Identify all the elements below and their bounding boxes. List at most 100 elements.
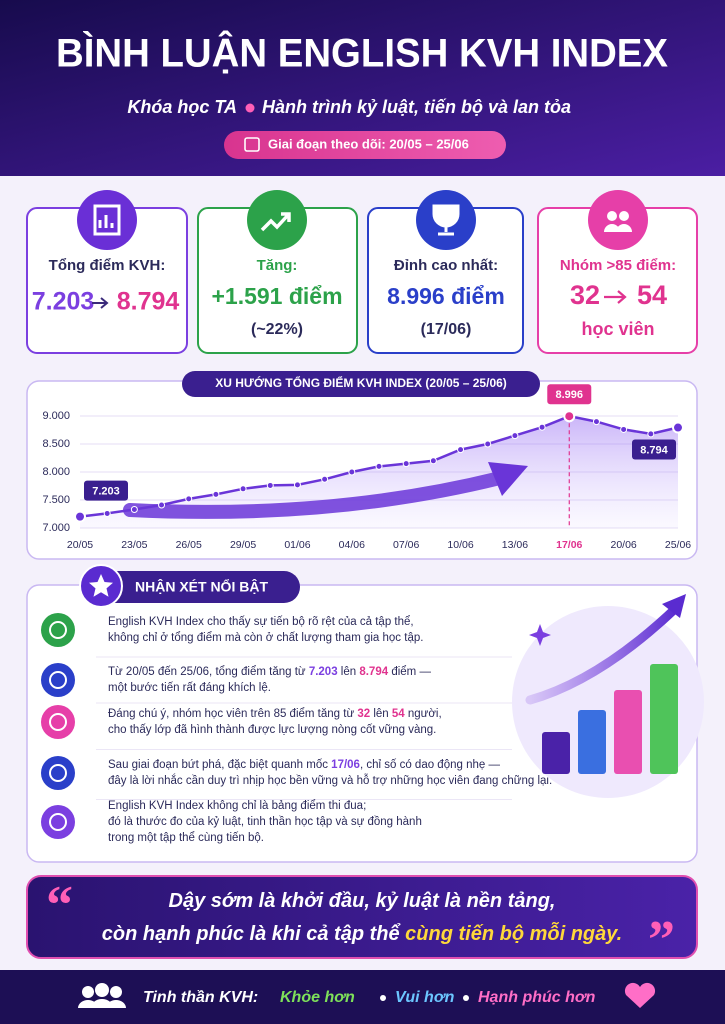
point [457, 446, 465, 454]
stat-note: học viên [581, 319, 654, 339]
highlight-text: Sau giai đoạn bứt phá, đặc biệt quanh mố… [108, 759, 500, 771]
footer-icon [82, 986, 94, 998]
chart-title: XU HƯỚNG TỔNG ĐIỂM KVH INDEX (20/05 – 25… [215, 375, 507, 390]
point [620, 425, 628, 433]
stat-to: 8.794 [117, 288, 180, 316]
text-segment: Sau giai đoạn bứt phá, đặc biệt quanh mố… [108, 759, 331, 771]
subtitle: Khóa học TA [127, 97, 237, 117]
x-tick-label: 01/06 [284, 539, 310, 551]
highlight-icon-ring [49, 764, 67, 782]
text-segment: English KVH Index cho thấy sự tiến bộ rõ… [108, 616, 414, 628]
text-segment: , chỉ số có dao động nhẹ — [360, 759, 501, 771]
heart [624, 982, 656, 1008]
stat-arrow [604, 290, 627, 304]
highlight-icon [41, 663, 75, 697]
value-label-bg [632, 439, 676, 460]
y-tick-label: 7.500 [42, 494, 70, 506]
point [375, 462, 383, 470]
value-label-bg [84, 480, 128, 501]
stat-note: (17/06) [421, 321, 472, 338]
stat-to: 54 [637, 280, 667, 310]
highlight-text: một bước tiến rất đáng khích lệ. [108, 682, 271, 694]
point [212, 490, 220, 498]
x-tick-label: 29/05 [230, 539, 256, 551]
separator-dot [245, 103, 255, 113]
text-segment: cho thấy lớp đã hình thành được lực lượn… [108, 724, 436, 736]
x-tick-label: 04/06 [339, 539, 365, 551]
stat-icon-glyph [432, 204, 460, 236]
text-segment: không chỉ ở tổng điểm mà còn ở chất lượn… [108, 632, 423, 644]
star-glyph [89, 574, 113, 597]
point [74, 510, 86, 523]
text-segment: người, [405, 708, 442, 720]
text-segment: điểm — [388, 666, 431, 678]
x-tick-label: 20/05 [67, 539, 93, 551]
x-tick-label: 20/06 [610, 539, 636, 551]
point [185, 495, 193, 503]
footer-item: Hạnh phúc hơn [478, 989, 596, 1006]
text-segment: 17/06 [331, 759, 360, 771]
footer-bg [0, 970, 725, 1024]
stat-icon-glyph [260, 212, 291, 232]
highlight-icon-ring [49, 813, 67, 831]
x-tick-label: 25/06 [665, 539, 691, 551]
illustration-arrow-head [662, 594, 686, 618]
chart-title-bg [182, 371, 540, 397]
illustration-bar [542, 732, 570, 774]
decor-arrow [123, 471, 507, 519]
x-tick-label: 26/05 [176, 539, 202, 551]
point [592, 418, 600, 426]
stat-from: 7.203 [32, 288, 95, 316]
chart: 7.000 7.500 8.000 8.500 9.000 20/05 23/05 26/05… [42, 384, 691, 551]
point [103, 509, 111, 517]
stat-from: 32 [570, 280, 600, 310]
highlight-list: English KVH Index cho thấy sự tiến bộ rõ… [41, 613, 552, 844]
point [563, 410, 576, 423]
text-segment: Đáng chú ý, nhóm học viên trên 85 điểm t… [108, 708, 357, 720]
footer-dot [380, 995, 386, 1001]
stat-label: Nhóm >85 điểm: [560, 257, 676, 274]
text-segment: lên [370, 708, 392, 720]
point [402, 460, 410, 468]
point [672, 421, 684, 434]
stat-arrow [92, 297, 109, 309]
quote-close: ” [648, 909, 675, 969]
point [266, 481, 274, 489]
value-label: 8.794 [640, 444, 668, 456]
highlight-icon [41, 805, 75, 839]
text-segment: 7.203 [309, 666, 338, 678]
text-segment: Từ 20/05 đến 25/06, tổng điểm tăng từ [108, 666, 309, 678]
point [321, 475, 329, 483]
stat-value: 8.996 điểm [387, 283, 505, 309]
text-segment: một bước tiến rất đáng khích lệ. [108, 682, 271, 694]
point [538, 423, 546, 431]
quote-open: “ [46, 874, 73, 934]
highlight-icon [41, 613, 75, 647]
highlight-icon [41, 705, 75, 739]
highlight-text: cho thấy lớp đã hình thành được lực lượn… [108, 724, 436, 736]
period: Giai đoạn theo dõi: 20/05 – 25/06 [268, 136, 469, 151]
point [348, 468, 356, 476]
highlight-icon [41, 756, 75, 790]
highlight-text: English KVH Index cho thấy sự tiến bộ rõ… [108, 616, 414, 628]
footer-motto: Tinh thần KVH: Khỏe hơn Vui hơn Hạnh phúc h… [143, 989, 596, 1006]
value-label: 7.203 [92, 486, 120, 498]
highlight-text: Từ 20/05 đến 25/06, tổng điểm tăng từ 7.… [108, 666, 431, 678]
footer-icon [78, 999, 126, 1008]
x-tick-label: 10/06 [447, 539, 473, 551]
highlight-icon-ring [49, 713, 67, 731]
subtitle: Hành trình kỷ luật, tiến bộ và lan tỏa [262, 97, 571, 117]
point [484, 440, 492, 448]
stat-icon-glyph [93, 204, 121, 236]
stat-label: Tăng: [257, 257, 298, 274]
text-segment: 8.794 [359, 666, 388, 678]
point [239, 485, 247, 493]
text-segment: 32 [357, 708, 370, 720]
highlight-text: đó là thước đo của kỷ luật, tinh thần họ… [108, 816, 422, 828]
highlights-title: NHẬN XÉT NỔI BẬT [135, 578, 268, 595]
x-tick-label: 13/06 [502, 539, 528, 551]
illustration-bar [614, 690, 642, 774]
footer-icon [110, 986, 122, 998]
stat-icon [247, 190, 307, 250]
